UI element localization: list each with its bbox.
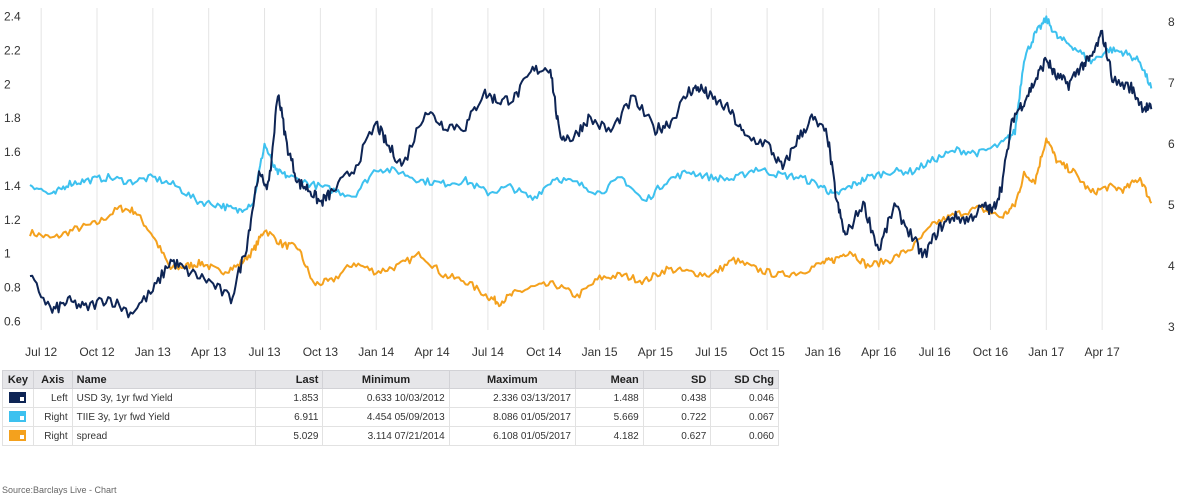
sd-chg-cell: 0.046 <box>710 388 779 408</box>
maximum-cell: 8.086 01/05/2017 <box>448 407 576 427</box>
name-cell: USD 3y, 1yr fwd Yield <box>71 388 256 408</box>
sd-chg-cell: 0.067 <box>710 407 779 427</box>
right-tick-label: 8 <box>1168 15 1175 29</box>
x-tick-label: Oct 13 <box>303 345 339 359</box>
header-last: Last <box>254 370 324 389</box>
x-axis: Jul 12 Oct 12 Jan 13 Apr 13 Jul 13 Oct 13 Jan … <box>25 345 1120 359</box>
maximum-cell: 2.336 03/13/2017 <box>448 388 576 408</box>
name-cell: TIIE 3y, 1yr fwd Yield <box>71 407 256 427</box>
left-tick-label: 1.2 <box>4 213 21 227</box>
left-tick-label: 0.8 <box>4 281 21 295</box>
right-tick-label: 3 <box>1168 320 1175 334</box>
series-key-swatch <box>2 388 34 408</box>
header-maximum: Maximum <box>448 370 576 389</box>
left-axis: 0.6 0.8 1 1.2 1.4 1.6 1.8 2 2.2 2.4 <box>4 9 21 328</box>
axis-cell: Right <box>32 426 73 446</box>
header-axis: Axis <box>32 370 73 389</box>
x-tick-label: Jul 15 <box>695 345 727 359</box>
name-cell: spread <box>71 426 256 446</box>
source-note: Source:Barclays Live - Chart <box>2 485 117 495</box>
x-tick-label: Oct 16 <box>973 345 1009 359</box>
key-swatch-icon <box>9 430 27 442</box>
header-key: Key <box>2 370 34 389</box>
table-row: Right spread 5.029 3.114 07/21/2014 6.10… <box>2 426 779 446</box>
header-name: Name <box>71 370 256 389</box>
mean-cell: 1.488 <box>574 388 644 408</box>
sd-cell: 0.722 <box>642 407 712 427</box>
right-tick-label: 6 <box>1168 137 1175 151</box>
x-tick-label: Apr 17 <box>1084 345 1120 359</box>
x-tick-label: Apr 16 <box>861 345 897 359</box>
x-tick-label: Jan 14 <box>358 345 394 359</box>
left-tick-label: 2.2 <box>4 43 21 57</box>
x-tick-label: Oct 15 <box>749 345 785 359</box>
x-tick-label: Jul 16 <box>919 345 951 359</box>
x-tick-label: Jan 16 <box>805 345 841 359</box>
axis-cell: Right <box>32 407 73 427</box>
x-tick-label: Apr 14 <box>414 345 450 359</box>
x-tick-label: Jan 15 <box>582 345 618 359</box>
left-tick-label: 1.4 <box>4 179 21 193</box>
series-line-spread <box>29 137 1153 308</box>
table-header-row: Key Axis Name Last Minimum Maximum Mean … <box>2 370 779 389</box>
minimum-cell: 0.633 10/03/2012 <box>322 388 450 408</box>
x-tick-label: Jan 13 <box>135 345 171 359</box>
left-tick-label: 1.6 <box>4 145 21 159</box>
maximum-cell: 6.108 01/05/2017 <box>448 426 576 446</box>
series-key-swatch <box>2 407 34 427</box>
series-line-usd-3y-1yr-fwd-yield <box>29 29 1153 319</box>
last-cell: 5.029 <box>254 426 324 446</box>
table-row: Right TIIE 3y, 1yr fwd Yield 6.911 4.454… <box>2 407 779 427</box>
x-tick-label: Jul 12 <box>25 345 57 359</box>
mean-cell: 4.182 <box>574 426 644 446</box>
left-tick-label: 1.8 <box>4 111 21 125</box>
sd-chg-cell: 0.060 <box>710 426 779 446</box>
x-tick-label: Apr 15 <box>638 345 674 359</box>
minimum-cell: 4.454 05/09/2013 <box>322 407 450 427</box>
last-cell: 1.853 <box>254 388 324 408</box>
table-row: Left USD 3y, 1yr fwd Yield 1.853 0.633 1… <box>2 388 779 408</box>
x-tick-label: Jan 17 <box>1028 345 1064 359</box>
line-chart: 0.6 0.8 1 1.2 1.4 1.6 1.8 2 2.2 2.4 3 4 5 6 7 8 Jul 12… <box>4 8 1175 359</box>
right-tick-label: 5 <box>1168 198 1175 212</box>
sd-cell: 0.438 <box>642 388 712 408</box>
x-tick-label: Oct 12 <box>79 345 115 359</box>
series-layer <box>29 15 1153 319</box>
right-axis: 3 4 5 6 7 8 <box>1168 15 1175 334</box>
x-tick-label: Oct 14 <box>526 345 562 359</box>
chart-grid <box>40 8 1103 330</box>
mean-cell: 5.669 <box>574 407 644 427</box>
header-mean: Mean <box>574 370 644 389</box>
left-tick-label: 1 <box>4 247 11 261</box>
key-swatch-icon <box>9 392 27 404</box>
right-tick-label: 4 <box>1168 259 1175 273</box>
x-tick-label: Jul 14 <box>472 345 504 359</box>
left-tick-label: 2.4 <box>4 9 21 23</box>
header-sd: SD <box>642 370 712 389</box>
series-line-tiie-3y-1yr-fwd-yield <box>29 15 1153 214</box>
header-sd-chg: SD Chg <box>710 370 779 389</box>
left-tick-label: 2 <box>4 77 11 91</box>
axis-cell: Left <box>32 388 73 408</box>
series-key-swatch <box>2 426 34 446</box>
right-tick-label: 7 <box>1168 76 1175 90</box>
key-swatch-icon <box>9 411 27 423</box>
left-tick-label: 0.6 <box>4 315 21 329</box>
x-tick-label: Apr 13 <box>191 345 227 359</box>
sd-cell: 0.627 <box>642 426 712 446</box>
minimum-cell: 3.114 07/21/2014 <box>322 426 450 446</box>
last-cell: 6.911 <box>254 407 324 427</box>
statistics-table: Key Axis Name Last Minimum Maximum Mean … <box>2 370 779 446</box>
x-tick-label: Jul 13 <box>249 345 281 359</box>
header-minimum: Minimum <box>322 370 450 389</box>
